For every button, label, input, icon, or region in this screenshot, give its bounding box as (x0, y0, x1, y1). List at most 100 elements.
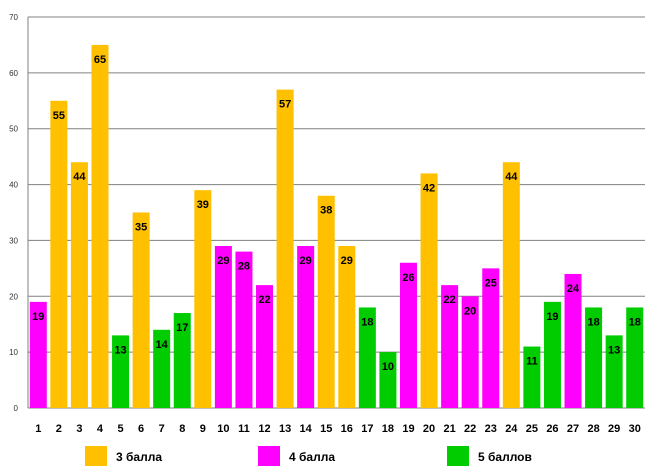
data-label: 22 (258, 294, 270, 306)
x-tick-labels: 1 2 3 4 5 6 7 8 9 10 11 12 13 14 15 16 17 18 19 20 21 22 23 24 2… (35, 423, 641, 435)
bar (585, 307, 603, 408)
data-label: 29 (341, 255, 353, 267)
data-label: 65 (94, 54, 106, 66)
bar (153, 329, 171, 408)
bar (441, 285, 459, 408)
x-tick-label: 11 (238, 423, 250, 435)
data-label: 24 (567, 283, 580, 295)
bar (50, 100, 68, 409)
y-tick-label: 50 (9, 125, 18, 134)
y-tick-label: 20 (9, 292, 18, 301)
data-labels: 19 55 44 65 13 35 14 17 39 29 28 22 57 29 38 29 18 10 26 42… (32, 54, 641, 373)
data-label: 19 (32, 311, 44, 323)
bar (256, 285, 274, 408)
data-label: 55 (53, 110, 65, 122)
bar (399, 262, 417, 408)
x-tick-label: 17 (361, 423, 373, 435)
grid-lines (28, 16, 645, 353)
bar (420, 173, 438, 408)
x-tick-label: 29 (608, 423, 620, 435)
x-tick-label: 20 (423, 423, 435, 435)
y-tick-label: 60 (9, 69, 18, 78)
legend-swatch (447, 446, 469, 466)
bar (338, 246, 356, 408)
data-label: 44 (73, 171, 86, 183)
bar (564, 273, 582, 408)
x-tick-label: 3 (76, 423, 82, 435)
data-label: 39 (197, 199, 209, 211)
data-label: 13 (608, 344, 620, 356)
bar (482, 268, 500, 408)
x-tick-label: 13 (279, 423, 291, 435)
x-tick-label: 21 (443, 423, 455, 435)
data-label: 29 (300, 255, 312, 267)
x-tick-label: 9 (200, 423, 206, 435)
bar (70, 162, 88, 408)
data-label: 11 (526, 356, 538, 368)
bar (132, 212, 150, 408)
data-label: 18 (587, 316, 599, 328)
bar (461, 296, 479, 408)
x-tick-label: 10 (217, 423, 229, 435)
data-label: 19 (546, 311, 558, 323)
legend: 3 балла 4 балла 5 баллов (85, 446, 532, 466)
data-label: 18 (629, 316, 641, 328)
y-tick-label: 0 (14, 404, 19, 413)
data-label: 38 (320, 205, 332, 217)
x-tick-label: 23 (485, 423, 497, 435)
x-tick-label: 25 (526, 423, 538, 435)
data-label: 17 (176, 322, 188, 334)
bar (379, 352, 397, 408)
bar (214, 246, 232, 408)
x-tick-label: 27 (567, 423, 579, 435)
bars (29, 44, 644, 409)
bar (523, 346, 541, 408)
data-label: 42 (423, 182, 435, 194)
y-tick-label: 70 (9, 13, 18, 22)
data-label: 35 (135, 222, 147, 234)
bar (358, 307, 376, 408)
x-tick-label: 6 (138, 423, 144, 435)
data-label: 44 (505, 171, 518, 183)
x-tick-label: 24 (505, 423, 518, 435)
bar (276, 89, 294, 408)
data-label: 20 (464, 305, 476, 317)
data-label: 13 (114, 344, 126, 356)
x-tick-label: 4 (97, 423, 104, 435)
x-tick-label: 26 (546, 423, 558, 435)
bar (317, 195, 335, 408)
data-label: 26 (402, 272, 414, 284)
axes (27, 17, 645, 409)
data-label: 29 (217, 255, 229, 267)
data-label: 22 (443, 294, 455, 306)
x-tick-label: 2 (56, 423, 62, 435)
bar (29, 301, 47, 408)
bar (194, 190, 212, 408)
bar (235, 251, 253, 408)
x-tick-label: 12 (258, 423, 270, 435)
bar (112, 335, 130, 408)
legend-label: 3 балла (116, 450, 162, 464)
x-tick-label: 14 (300, 423, 313, 435)
legend-swatch (258, 446, 280, 466)
x-tick-label: 30 (629, 423, 641, 435)
data-label: 14 (156, 339, 169, 351)
data-label: 25 (485, 277, 497, 289)
bar (173, 313, 191, 408)
x-tick-label: 15 (320, 423, 332, 435)
legend-swatch (85, 446, 107, 466)
x-tick-label: 5 (117, 423, 123, 435)
x-tick-label: 22 (464, 423, 476, 435)
x-tick-label: 1 (35, 423, 41, 435)
x-tick-label: 16 (341, 423, 353, 435)
x-tick-label: 18 (382, 423, 394, 435)
bar (543, 301, 561, 408)
bar (605, 335, 623, 408)
data-label: 10 (382, 361, 394, 373)
data-label: 18 (361, 316, 373, 328)
y-tick-label: 30 (9, 236, 18, 245)
legend-label: 5 баллов (478, 450, 532, 464)
x-tick-label: 28 (587, 423, 599, 435)
data-label: 28 (238, 261, 250, 273)
